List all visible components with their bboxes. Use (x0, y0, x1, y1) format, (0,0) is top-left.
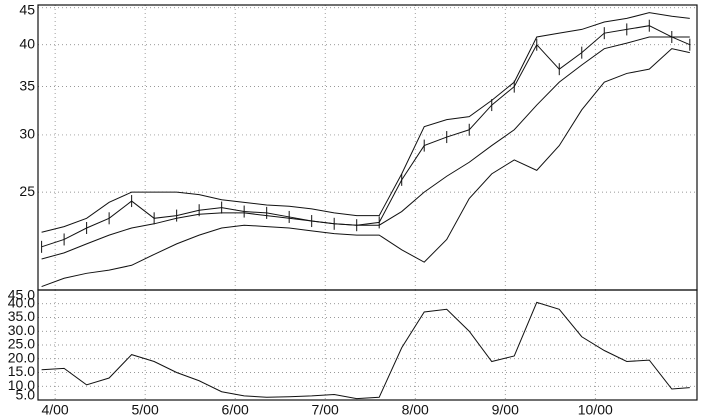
x-tick-label: 7/00 (312, 402, 339, 418)
y-tick-label: 25 (19, 183, 35, 199)
plot-frame (37, 4, 698, 291)
x-tick-label: 8/00 (402, 402, 429, 418)
series-line (41, 301, 690, 400)
y-tick-label: 25.0 (8, 336, 35, 352)
plot-frame (37, 289, 698, 401)
y-tick-label: 30.0 (8, 322, 35, 338)
x-tick-label: 5/00 (132, 402, 159, 418)
y-tick-label: 5.0 (16, 387, 36, 403)
x-tick-label: 10/00 (578, 402, 613, 418)
y-tick-label: 30 (19, 126, 35, 142)
x-tick-label: 4/00 (41, 402, 68, 418)
y-tick-label: 40 (19, 35, 35, 51)
y-tick-label: 35.0 (8, 308, 35, 324)
x-tick-label: 9/00 (492, 402, 519, 418)
series-line (41, 36, 690, 260)
x-tick-label: 6/00 (222, 402, 249, 418)
y-tick-label: 15.0 (8, 363, 35, 379)
y-tick-label: 10.0 (8, 377, 35, 393)
y-tick-label: 20.0 (8, 349, 35, 365)
series-line (41, 48, 690, 288)
y-tick-label: 45 (19, 2, 35, 18)
y-tick-label: 35 (19, 77, 35, 93)
series-line (41, 12, 690, 233)
y-tick-label: 45.0 (8, 287, 35, 303)
series-line (41, 25, 690, 248)
y-tick-label: 40.0 (8, 294, 35, 310)
